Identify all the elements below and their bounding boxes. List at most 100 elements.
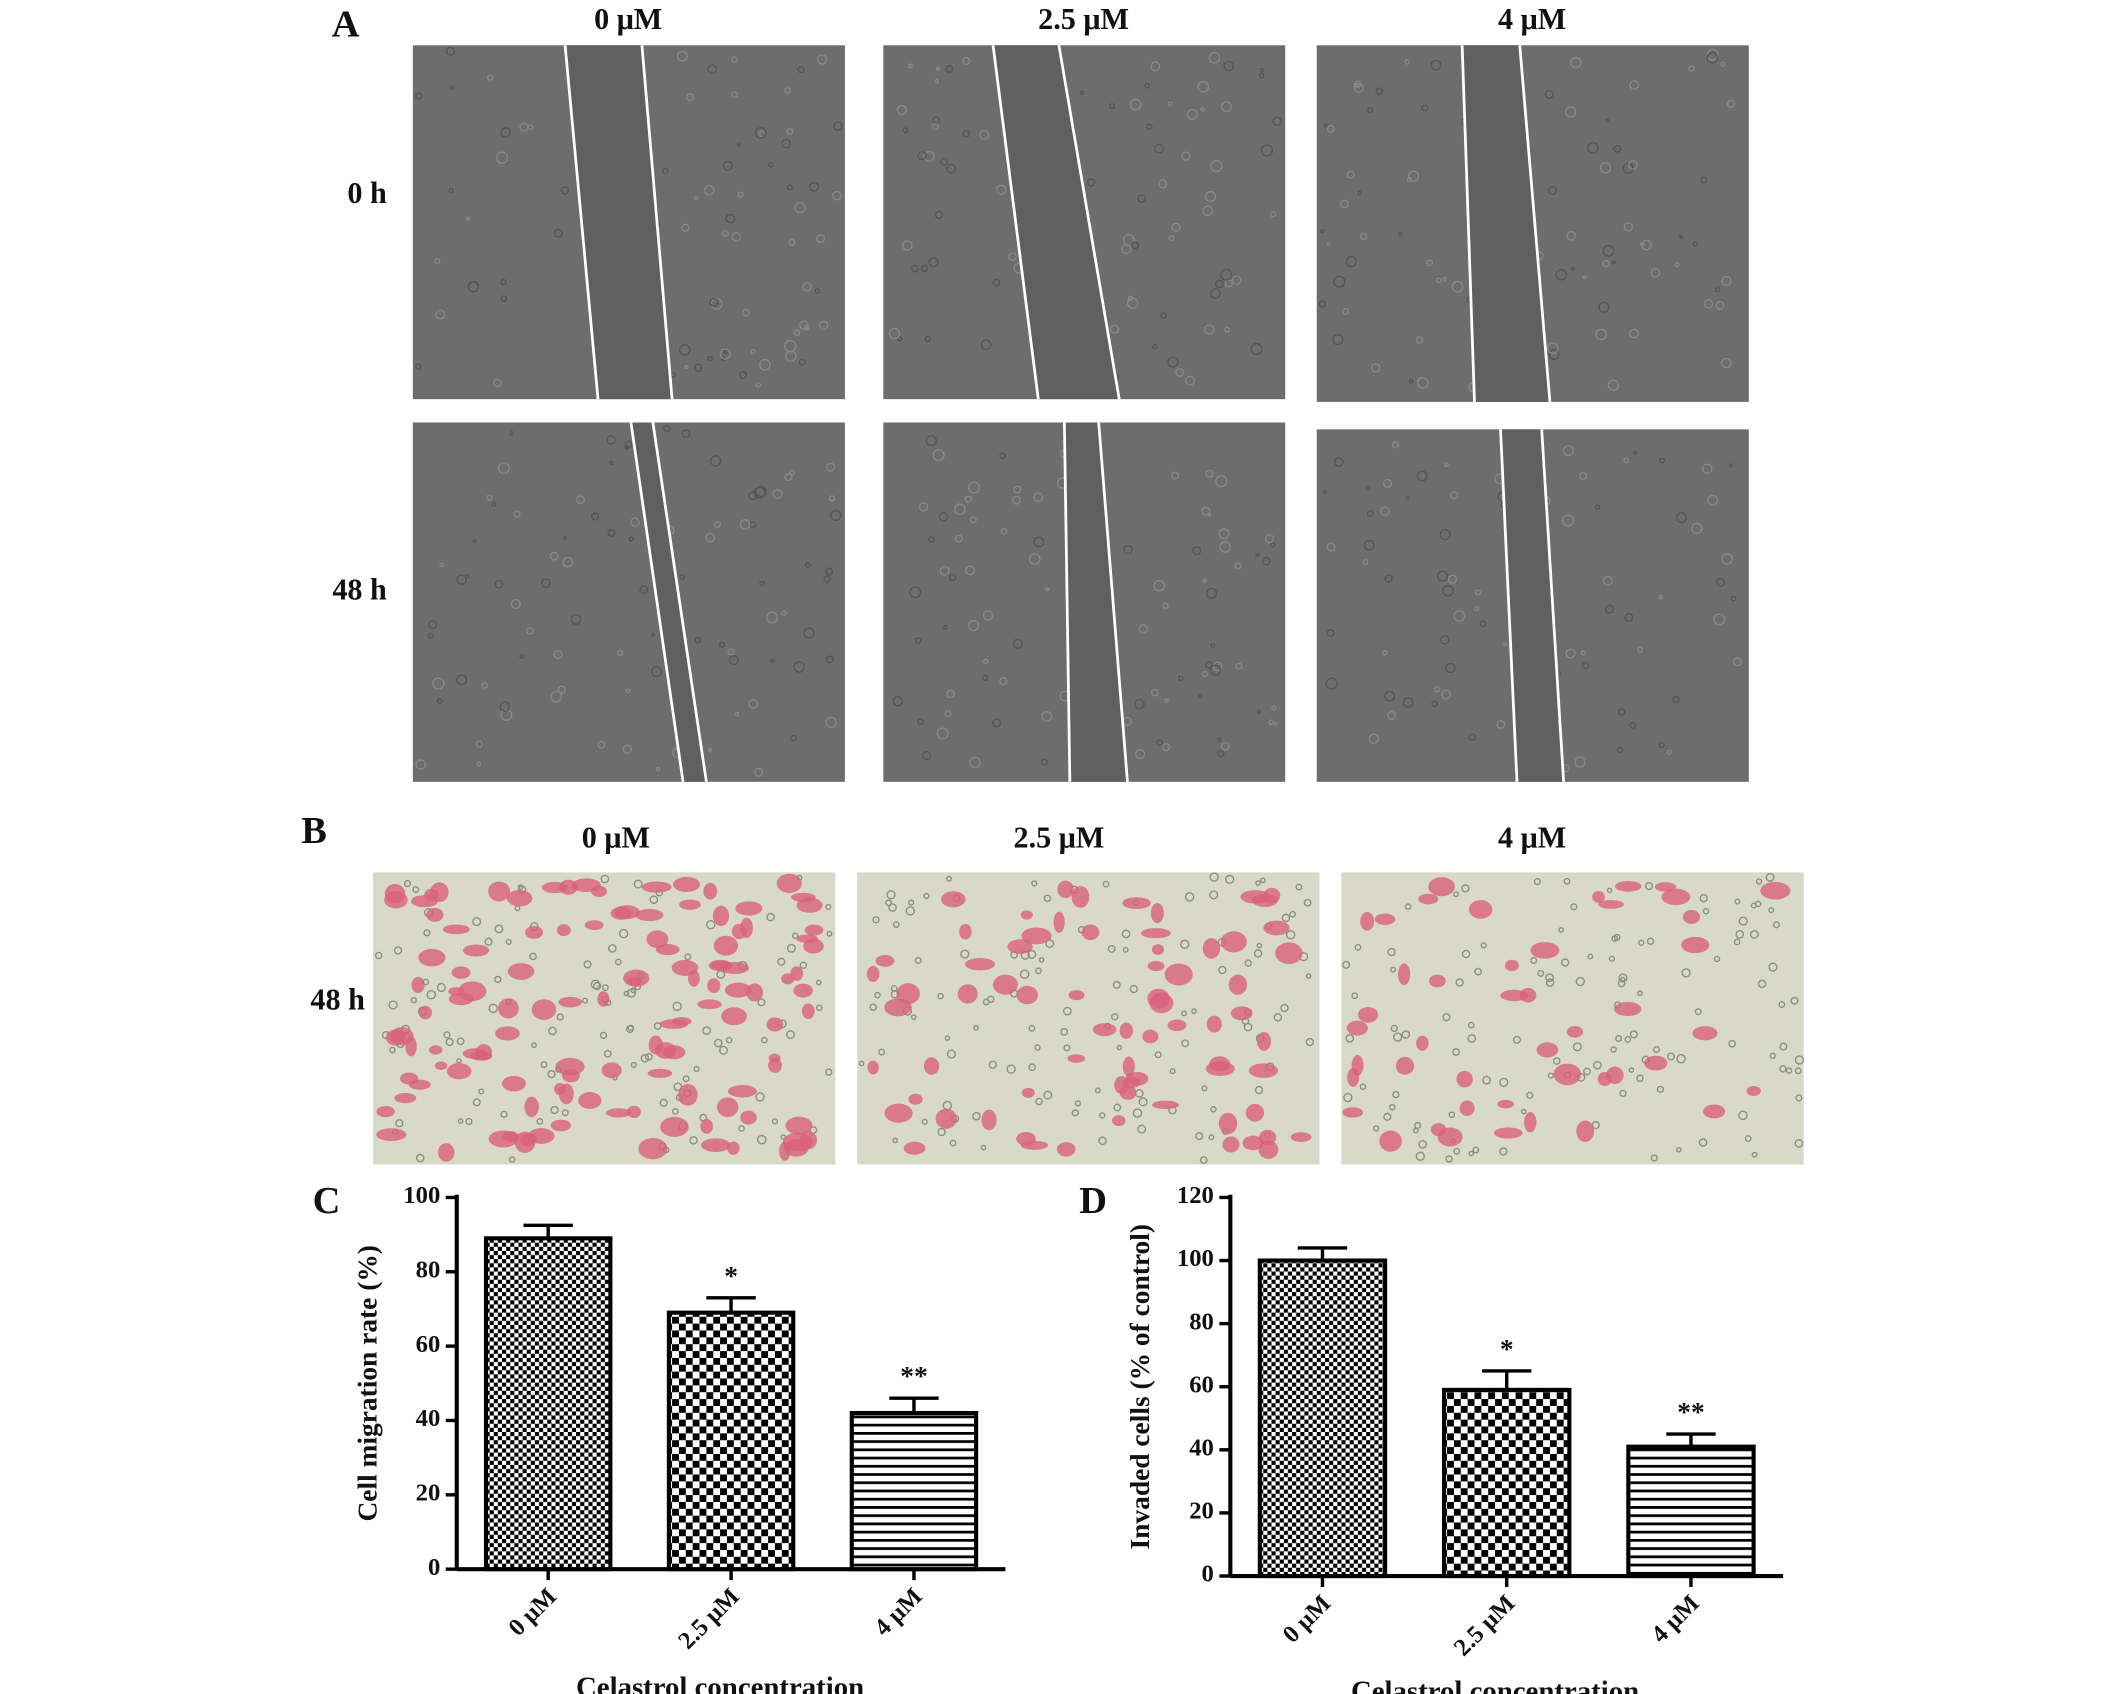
cell-texture [519, 653, 525, 659]
pore [914, 956, 922, 964]
pore [494, 924, 504, 934]
pore [1676, 1146, 1682, 1153]
cell-texture [1416, 470, 1428, 482]
pore [374, 951, 383, 960]
stained-cell [1150, 902, 1164, 924]
cell-texture [1365, 485, 1371, 491]
pore [649, 895, 659, 904]
pore [1113, 1103, 1122, 1112]
pore [659, 1098, 668, 1107]
pore [456, 1058, 462, 1064]
pore [1570, 903, 1578, 911]
cell-texture [1162, 602, 1169, 609]
pore [1619, 976, 1626, 983]
cell-texture [939, 565, 950, 576]
cell-texture [793, 661, 805, 673]
pore [1280, 1003, 1289, 1013]
cell-texture [1421, 104, 1429, 112]
pore [1547, 1072, 1555, 1079]
cell-texture [768, 162, 774, 168]
scratch-edge [1057, 45, 1121, 400]
cell-texture [979, 129, 990, 140]
cell-texture [481, 682, 489, 689]
pore [671, 1108, 679, 1115]
cell-texture [755, 382, 762, 388]
pore [540, 1061, 548, 1069]
cell-texture [1362, 559, 1369, 565]
cell-texture [1435, 277, 1442, 284]
pore [593, 981, 602, 991]
stained-cell [448, 992, 474, 1006]
stained-cell [793, 983, 813, 998]
cell-texture [1582, 275, 1587, 280]
stained-cell [646, 930, 669, 949]
x-tick-label: 0 μM [1278, 1590, 1337, 1649]
pore [388, 1000, 398, 1010]
pore [1575, 976, 1585, 987]
cell-texture [786, 127, 794, 136]
pore [713, 1038, 723, 1048]
stained-cell [591, 885, 608, 898]
micrograph-bg [412, 422, 845, 782]
cell-texture [938, 512, 949, 522]
pore [910, 1014, 917, 1020]
y-tick-label: 20 [416, 1479, 441, 1506]
stained-cell [1119, 1022, 1134, 1039]
cell-texture [1503, 642, 1508, 647]
pore [1035, 967, 1042, 975]
cell-texture [1202, 205, 1214, 217]
cell-texture [944, 709, 952, 718]
pore [1467, 1034, 1477, 1043]
pore [815, 979, 822, 986]
cell-texture [707, 355, 713, 362]
cell-texture [804, 561, 811, 568]
pore [1031, 880, 1038, 887]
pore [1533, 878, 1541, 886]
cell-texture [576, 495, 585, 505]
stained-cell [721, 1007, 747, 1026]
pore [980, 1144, 987, 1151]
pore [757, 998, 766, 1007]
pore [1169, 1068, 1176, 1075]
pore [1698, 1138, 1708, 1147]
cell-texture [1326, 124, 1335, 133]
cell-texture [925, 435, 937, 447]
cell-texture [734, 711, 740, 717]
pore [484, 937, 493, 946]
cell-texture [1326, 629, 1335, 638]
pore [1513, 1035, 1522, 1044]
stained-cell [1218, 1112, 1238, 1135]
cell-texture [1624, 613, 1634, 623]
cell-texture [1387, 711, 1397, 721]
stained-cell [1021, 927, 1052, 945]
stained-cell [1553, 1063, 1582, 1086]
x-tick-label: 2.5 μM [673, 1583, 745, 1655]
stained-cell [597, 991, 610, 1007]
cell-texture [427, 632, 434, 639]
stained-cell [411, 976, 425, 993]
cell-texture [491, 501, 497, 507]
cell-texture [434, 258, 441, 265]
pore [600, 874, 610, 884]
stained-cell [679, 899, 701, 910]
pore [1442, 1013, 1451, 1022]
stained-cell [1428, 974, 1446, 988]
pore [1112, 980, 1121, 989]
stained-cell [1242, 1135, 1264, 1151]
cell-texture [562, 556, 574, 568]
stained-cell [965, 957, 996, 971]
stained-cell [635, 908, 664, 922]
pore [445, 1037, 454, 1047]
stained-cell [1395, 1056, 1415, 1075]
cell-texture [786, 184, 793, 191]
pore [488, 1003, 498, 1014]
cell-texture [992, 278, 1001, 287]
pore [693, 1065, 700, 1073]
cell-texture [1353, 83, 1364, 94]
cell-texture [684, 364, 689, 370]
pore [505, 938, 512, 946]
cell-texture [703, 184, 715, 196]
scratch-gap [630, 422, 707, 782]
cell-texture [897, 336, 903, 342]
cell-texture [1451, 280, 1464, 293]
